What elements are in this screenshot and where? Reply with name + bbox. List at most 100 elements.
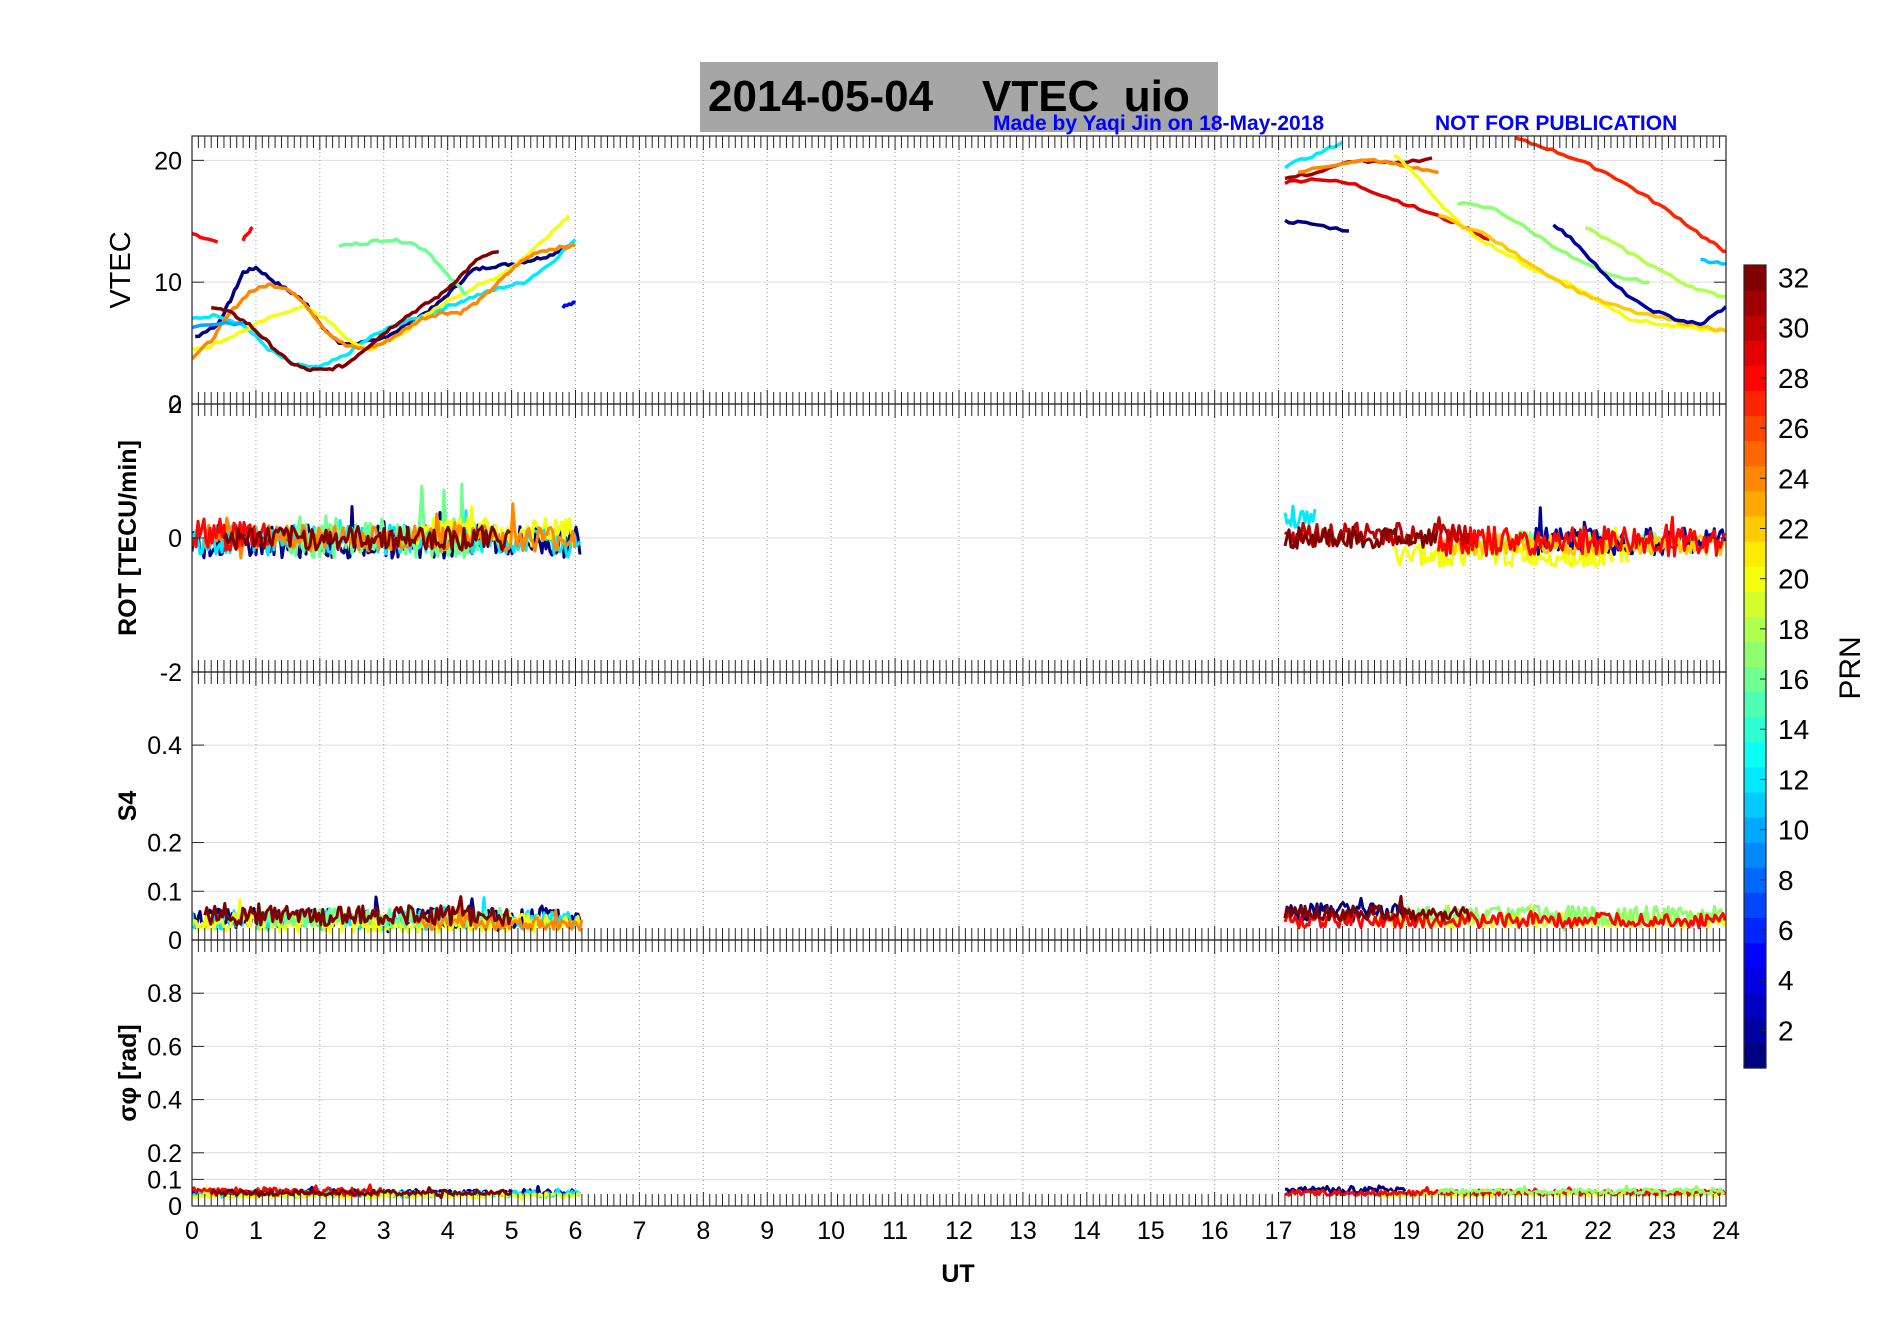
colorbar-swatch — [1744, 490, 1766, 517]
colorbar-tick-label: 20 — [1778, 564, 1809, 595]
series-prn-16 — [338, 237, 468, 296]
series-prn-1 — [1284, 218, 1349, 233]
x-axis-label: UT — [941, 1260, 974, 1288]
series-group — [192, 1183, 1726, 1201]
x-tick-label: 0 — [185, 1217, 199, 1245]
series-prn-32 — [1283, 525, 1439, 550]
y-tick-label: 20 — [154, 147, 182, 175]
x-tick-label: 13 — [1009, 1217, 1037, 1245]
title-label: VTEC uio — [981, 72, 1190, 121]
y-tick-label: -2 — [160, 659, 182, 687]
series-group — [192, 894, 1726, 935]
colorbar-frame — [1743, 264, 1767, 1069]
series-group — [192, 136, 1726, 373]
x-tick-label: 16 — [1201, 1217, 1229, 1245]
x-tick-label: 22 — [1584, 1217, 1612, 1245]
title-box — [700, 62, 1218, 132]
colorbar-swatch — [1744, 340, 1766, 366]
colorbar-tick-label: 14 — [1778, 714, 1809, 745]
x-tick-label: 7 — [632, 1217, 646, 1245]
y-tick-label: 0 — [168, 1193, 182, 1221]
series-prn-2 — [1552, 223, 1726, 327]
colorbar-swatch — [1744, 741, 1766, 768]
y-tick-label: 0.6 — [147, 1033, 182, 1061]
colorbar-label: PRN — [1834, 636, 1867, 699]
colorbar-swatch — [1744, 541, 1766, 567]
colorbar-tick-label: 8 — [1778, 865, 1794, 896]
x-tick-label: 12 — [945, 1217, 973, 1245]
x-tick-label: 4 — [441, 1217, 455, 1245]
x-tick-label: 23 — [1648, 1217, 1676, 1245]
colorbar-swatch — [1744, 967, 1766, 994]
series-prn-24 — [192, 242, 576, 361]
colorbar-tick-label: 26 — [1778, 413, 1809, 444]
notice-text: NOT FOR PUBLICATION — [1435, 112, 1678, 135]
colorbar-swatch — [1744, 842, 1766, 868]
colorbar-swatch — [1744, 942, 1766, 969]
series-prn-24 — [1297, 158, 1439, 175]
x-tick-label: 9 — [760, 1217, 774, 1245]
colorbar-swatch — [1744, 766, 1766, 793]
x-tick-label: 24 — [1712, 1217, 1740, 1245]
x-tick-label: 15 — [1137, 1217, 1165, 1245]
series-prn-12 — [192, 238, 577, 369]
x-tick-label: 20 — [1456, 1217, 1484, 1245]
x-tick-label: 2 — [313, 1217, 327, 1245]
colorbar-swatch — [1744, 315, 1766, 341]
colorbar-swatch — [1744, 992, 1766, 1019]
series-prn-28 — [192, 517, 270, 552]
series-prn-32 — [209, 1186, 512, 1200]
colorbar-swatch — [1744, 465, 1766, 492]
y-tick-label: 10 — [154, 269, 182, 297]
colorbar-tick-label: 4 — [1778, 965, 1794, 996]
colorbar-swatch — [1744, 867, 1766, 893]
y-tick-label: 0 — [168, 927, 182, 955]
colorbar-tick-label: 32 — [1778, 263, 1809, 294]
series-prn-1 — [195, 244, 570, 346]
colorbar-tick-label: 16 — [1778, 664, 1809, 695]
series-prn-17 — [1437, 1184, 1726, 1196]
credit-text: Made by Yaqi Jin on 18-May-2018 — [993, 112, 1325, 135]
colorbar-swatch — [1744, 365, 1766, 392]
colorbar-swatch — [1744, 917, 1766, 944]
series-prn-10 — [192, 320, 244, 330]
x-tick-label: 21 — [1520, 1217, 1548, 1245]
x-tick-label: 3 — [377, 1217, 391, 1245]
series-prn-28 — [1436, 515, 1726, 558]
series-prn-5 — [561, 300, 577, 310]
title-date: 2014-05-04 — [708, 72, 934, 121]
y-axis-label: ROT [TECU/min] — [114, 440, 142, 636]
x-tick-label: 10 — [817, 1217, 845, 1245]
series-prn-20 — [192, 214, 571, 353]
series-prn-32 — [222, 524, 512, 552]
colorbar-swatch — [1744, 1042, 1766, 1069]
series-group — [192, 482, 1726, 568]
x-tick-label: 6 — [569, 1217, 583, 1245]
y-tick-label: 0 — [168, 525, 182, 553]
x-tick-label: 5 — [505, 1217, 519, 1245]
series-prn-28 — [241, 225, 254, 242]
panel-rot: -2 0 2 ROT [TECU/min] — [114, 391, 1727, 687]
colorbar-swatch — [1744, 566, 1766, 592]
colorbar-swatch — [1744, 265, 1766, 291]
colorbar-swatch — [1744, 616, 1766, 642]
series-prn-27 — [1514, 136, 1726, 254]
series-prn-20 — [1392, 526, 1630, 568]
panel-s4: 0 0.1 0.2 0.4 S4 — [114, 671, 1727, 955]
series-prn-30 — [1283, 516, 1471, 549]
series-prn-18 — [1584, 226, 1726, 299]
colorbar-swatch — [1744, 440, 1766, 467]
x-tick-label: 8 — [696, 1217, 710, 1245]
series-prn-12 — [1283, 140, 1344, 170]
colorbar-swatch — [1744, 791, 1766, 818]
colorbar-swatch — [1744, 716, 1766, 743]
y-tick-label: 2 — [168, 391, 182, 419]
series-prn-17 — [1457, 200, 1650, 285]
colorbar-tick-label: 6 — [1778, 915, 1794, 946]
x-tick-label: 11 — [882, 1217, 908, 1245]
colorbar-swatch — [1744, 641, 1766, 668]
y-tick-label: 0.2 — [147, 830, 182, 858]
